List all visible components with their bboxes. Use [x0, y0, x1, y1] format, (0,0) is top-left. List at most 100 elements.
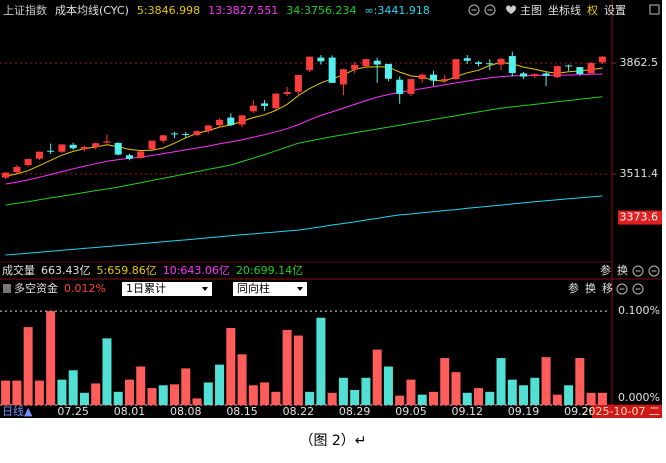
- candle-body: [542, 73, 550, 76]
- toolbar-button[interactable]: 设置: [604, 4, 626, 17]
- bar: [12, 380, 22, 405]
- zoom-in[interactable]: [616, 283, 628, 295]
- bar: [282, 329, 292, 405]
- x-tick-label: 08.22: [283, 405, 315, 418]
- bar: [91, 383, 101, 405]
- bar: [293, 335, 303, 405]
- bar: [248, 385, 258, 405]
- panel-tool[interactable]: 换: [585, 281, 596, 295]
- panel-tool[interactable]: 移: [602, 282, 613, 295]
- bar: [564, 385, 574, 405]
- candle-body: [553, 66, 561, 78]
- bar: [350, 389, 360, 405]
- price-marker-box: [618, 210, 662, 225]
- caption: （图 2）↵: [299, 433, 366, 449]
- bar: [271, 391, 281, 405]
- bar: [124, 379, 134, 405]
- favorite-icon[interactable]: [506, 5, 516, 15]
- panel-tool[interactable]: 换: [617, 263, 628, 277]
- candle-body: [148, 140, 156, 150]
- close-icon[interactable]: [649, 4, 660, 15]
- dropdown-label[interactable]: 同向柱: [237, 281, 270, 295]
- candle-body: [204, 125, 212, 131]
- candle-body: [227, 117, 235, 126]
- zoom-in[interactable]: [468, 4, 480, 16]
- bar: [181, 368, 191, 405]
- legend-entry: 34:3756.234: [286, 4, 356, 17]
- candle-body: [452, 59, 460, 80]
- toolbar-button[interactable]: 坐标线: [548, 3, 581, 17]
- bar: [507, 379, 517, 405]
- volume-text: 5:659.86亿: [97, 264, 157, 277]
- candle-body: [418, 74, 426, 80]
- bar: [440, 358, 450, 405]
- bar: [395, 395, 405, 405]
- candle-body: [47, 150, 55, 152]
- candle-body: [2, 172, 10, 178]
- candle-body: [103, 141, 111, 143]
- legend-entry: 5:3846.998: [137, 4, 200, 17]
- zoom-in[interactable]: [632, 265, 644, 277]
- header-text: 成本均线(CYC): [55, 3, 129, 17]
- y-tick-label: 3862.5: [620, 56, 659, 69]
- dropdown[interactable]: [233, 282, 307, 296]
- candle-body: [373, 60, 381, 65]
- toolbar-button[interactable]: 主图: [520, 4, 542, 17]
- dropdown[interactable]: [122, 282, 212, 296]
- zoom-out[interactable]: [484, 4, 496, 16]
- zoom-out[interactable]: [632, 283, 644, 295]
- candle-body: [362, 59, 370, 67]
- bar: [597, 392, 607, 405]
- panel-tool[interactable]: 参: [600, 263, 611, 277]
- candle-body: [13, 166, 21, 173]
- candle-body: [261, 103, 269, 106]
- bar: [147, 388, 157, 405]
- candle-body: [193, 131, 201, 135]
- ma-line: [5, 195, 603, 256]
- panel-value: 0.012%: [64, 282, 106, 295]
- candle-body: [317, 57, 325, 62]
- candle-body: [58, 144, 66, 152]
- x-tick-label: 09.12: [452, 405, 484, 418]
- y-tick-label: 0.000%: [618, 391, 660, 404]
- panel-tool[interactable]: 参: [568, 281, 579, 295]
- bar: [68, 370, 78, 405]
- bar: [361, 377, 371, 405]
- candle-body: [520, 73, 528, 77]
- x-tick-label: 09.05: [395, 405, 427, 418]
- bar: [170, 384, 180, 405]
- bar: [102, 338, 112, 405]
- candle-body: [80, 147, 88, 150]
- candle-body: [69, 144, 77, 149]
- dropdown-arrow: [202, 287, 208, 291]
- candle-body: [486, 63, 494, 65]
- zoom-out[interactable]: [648, 265, 660, 277]
- bar: [530, 377, 540, 405]
- x-tick-label: 08.01: [114, 405, 146, 418]
- bar: [305, 391, 315, 405]
- dropdown-label[interactable]: 1日累计: [126, 282, 166, 295]
- bar: [327, 392, 337, 405]
- bar: [158, 385, 168, 405]
- x-tick-label: 08.15: [226, 405, 258, 418]
- volume-text: 663.43亿: [41, 264, 91, 277]
- candle-body: [238, 115, 246, 125]
- x-tick-label: 07.25: [57, 405, 89, 418]
- panel-icon[interactable]: [3, 284, 11, 293]
- toolbar-button[interactable]: 权: [587, 4, 598, 17]
- candle-body: [396, 79, 404, 94]
- period-label[interactable]: 日线▲: [2, 404, 33, 418]
- x-tick-label: 08.08: [170, 405, 202, 418]
- bar: [1, 380, 11, 405]
- bar: [113, 391, 123, 405]
- candle-body: [407, 79, 415, 94]
- ma-line: [5, 96, 603, 206]
- candle-body: [35, 151, 43, 159]
- bar: [462, 392, 472, 405]
- cursor-date-box: [592, 405, 662, 418]
- cursor-date: 2025-10-07 二: [582, 405, 660, 418]
- bar: [485, 391, 495, 405]
- candle-body: [24, 159, 32, 166]
- candle-body: [531, 74, 539, 76]
